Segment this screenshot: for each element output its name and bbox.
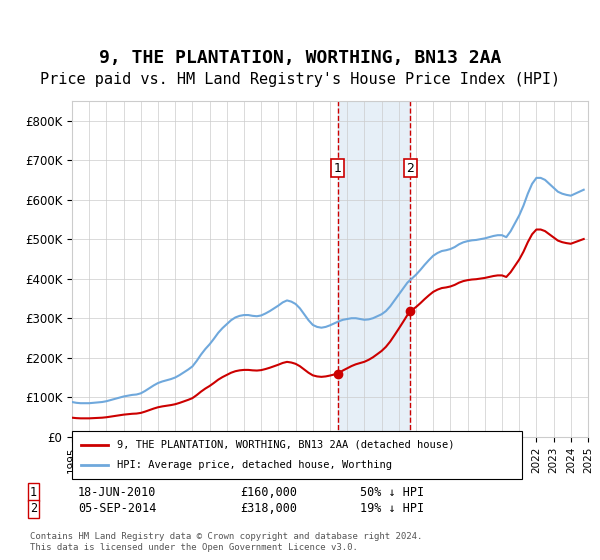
Text: £160,000: £160,000 xyxy=(240,486,297,498)
Text: 2: 2 xyxy=(407,161,415,175)
Text: HPI: Average price, detached house, Worthing: HPI: Average price, detached house, Wort… xyxy=(117,460,392,470)
Text: 50% ↓ HPI: 50% ↓ HPI xyxy=(360,486,424,498)
Bar xyxy=(338,101,410,437)
Text: 19% ↓ HPI: 19% ↓ HPI xyxy=(360,502,424,515)
Text: 9, THE PLANTATION, WORTHING, BN13 2AA: 9, THE PLANTATION, WORTHING, BN13 2AA xyxy=(99,49,501,67)
Text: 9, THE PLANTATION, WORTHING, BN13 2AA (detached house): 9, THE PLANTATION, WORTHING, BN13 2AA (d… xyxy=(117,440,455,450)
Text: 1: 1 xyxy=(334,161,342,175)
Text: 05-SEP-2014: 05-SEP-2014 xyxy=(78,502,157,515)
FancyBboxPatch shape xyxy=(72,431,522,479)
Text: 2: 2 xyxy=(30,502,37,515)
Text: Contains HM Land Registry data © Crown copyright and database right 2024.
This d: Contains HM Land Registry data © Crown c… xyxy=(30,532,422,552)
Text: 1: 1 xyxy=(30,486,37,498)
Text: £318,000: £318,000 xyxy=(240,502,297,515)
Text: Price paid vs. HM Land Registry's House Price Index (HPI): Price paid vs. HM Land Registry's House … xyxy=(40,72,560,87)
Text: 18-JUN-2010: 18-JUN-2010 xyxy=(78,486,157,498)
